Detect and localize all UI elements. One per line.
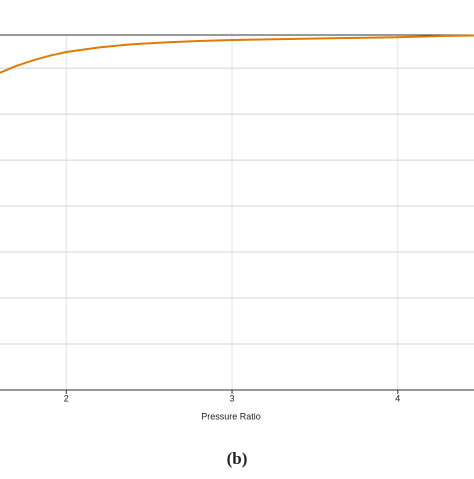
data-line [0,34,474,74]
caption: (b) [227,449,248,468]
x-tick-label: 2 [64,393,69,403]
x-tick-label: 3 [230,393,235,403]
x-tick-label: 4 [395,393,400,403]
x-axis-label: Pressure Ratio [201,411,261,421]
